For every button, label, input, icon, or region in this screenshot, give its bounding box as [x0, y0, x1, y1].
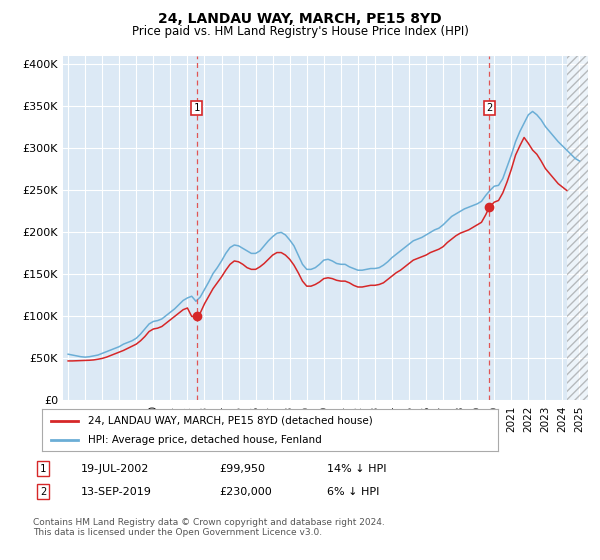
Text: 2: 2: [40, 487, 46, 497]
Text: 24, LANDAU WAY, MARCH, PE15 8YD (detached house): 24, LANDAU WAY, MARCH, PE15 8YD (detache…: [88, 416, 373, 426]
Text: 1: 1: [194, 103, 200, 113]
Text: 19-JUL-2002: 19-JUL-2002: [81, 464, 149, 474]
Text: Contains HM Land Registry data © Crown copyright and database right 2024.
This d: Contains HM Land Registry data © Crown c…: [33, 518, 385, 538]
Bar: [566, 56, 588, 400]
Text: 2: 2: [486, 103, 493, 113]
Text: £230,000: £230,000: [219, 487, 272, 497]
Text: 6% ↓ HPI: 6% ↓ HPI: [327, 487, 379, 497]
Text: £99,950: £99,950: [219, 464, 265, 474]
Bar: [566, 56, 588, 400]
Text: 13-SEP-2019: 13-SEP-2019: [81, 487, 152, 497]
Text: 24, LANDAU WAY, MARCH, PE15 8YD: 24, LANDAU WAY, MARCH, PE15 8YD: [158, 12, 442, 26]
Text: 14% ↓ HPI: 14% ↓ HPI: [327, 464, 386, 474]
Text: Price paid vs. HM Land Registry's House Price Index (HPI): Price paid vs. HM Land Registry's House …: [131, 25, 469, 38]
Text: 1: 1: [40, 464, 46, 474]
Text: HPI: Average price, detached house, Fenland: HPI: Average price, detached house, Fenl…: [88, 435, 322, 445]
